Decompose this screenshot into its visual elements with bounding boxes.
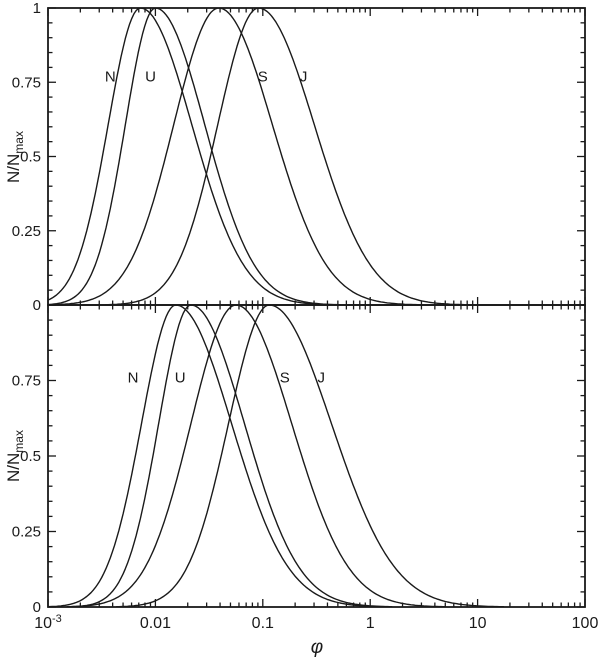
svg-text:0.1: 0.1	[252, 615, 274, 632]
svg-text:100: 100	[572, 615, 599, 632]
svg-text:J: J	[300, 68, 308, 85]
y-axis-title-top: N/Nmax	[4, 131, 26, 183]
y-axis-title-subscript: max	[12, 131, 26, 154]
svg-text:1: 1	[33, 0, 41, 17]
svg-text:J: J	[317, 369, 325, 386]
svg-text:U: U	[175, 369, 186, 386]
svg-text:0.5: 0.5	[20, 149, 41, 166]
y-axis-title-text: N/N	[4, 153, 23, 183]
svg-text:0.75: 0.75	[12, 74, 41, 91]
svg-text:0.25: 0.25	[12, 223, 41, 240]
svg-text:10: 10	[469, 615, 487, 632]
y-axis-title-text: N/N	[4, 452, 23, 482]
svg-text:0.5: 0.5	[20, 448, 41, 465]
svg-text:0.25: 0.25	[12, 524, 41, 541]
svg-text:S: S	[258, 68, 268, 85]
y-axis-title-bottom: N/Nmax	[4, 430, 26, 482]
svg-text:0: 0	[33, 599, 41, 616]
y-axis-title-subscript: max	[12, 430, 26, 453]
svg-text:S: S	[280, 369, 290, 386]
svg-text:U: U	[145, 68, 156, 85]
x-axis-title: φ	[310, 637, 324, 658]
svg-text:0.01: 0.01	[140, 615, 171, 632]
svg-text:N: N	[128, 369, 139, 386]
svg-text:0: 0	[33, 297, 41, 314]
svg-text:N: N	[105, 68, 116, 85]
svg-text:1: 1	[366, 615, 375, 632]
svg-text:10-3: 10-3	[34, 613, 62, 632]
svg-text:0.75: 0.75	[12, 373, 41, 390]
